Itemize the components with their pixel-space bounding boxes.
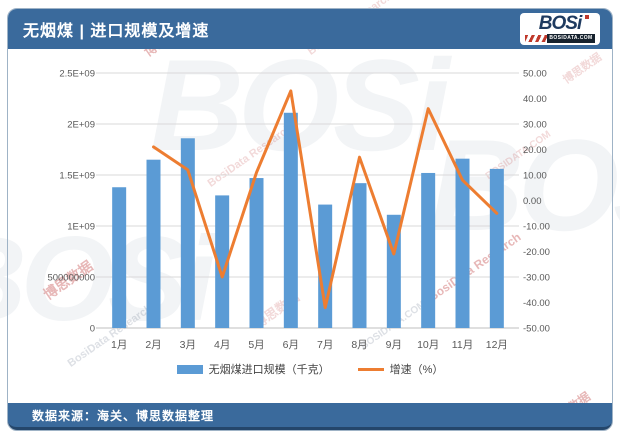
x-axis-label: 11月 — [452, 339, 473, 351]
data-source: 数据来源：海关、博思数据整理 — [32, 408, 215, 423]
x-axis-label: 2月 — [145, 339, 161, 351]
x-axis-label: 10月 — [417, 339, 439, 351]
bar-1月 — [112, 187, 127, 328]
left-axis-tick-label: 0 — [90, 324, 95, 335]
bosi-logo-bottom: BOSIDATA.COM — [525, 34, 595, 43]
left-axis-tick-label: 500000000 — [47, 273, 95, 284]
x-axis-label: 8月 — [351, 339, 367, 351]
x-axis-label: 4月 — [214, 339, 230, 351]
line-series-swatch-icon — [357, 367, 384, 371]
bar-series-swatch-icon — [176, 364, 203, 374]
bar-4月 — [215, 195, 230, 328]
left-axis-tick-label: 1.5E+09 — [59, 171, 95, 182]
bar-12月 — [489, 168, 504, 328]
bosi-logo-stripes-icon — [525, 35, 547, 42]
right-axis-tick-label: 50.00 — [523, 69, 547, 80]
x-axis-label: 12月 — [486, 339, 508, 351]
bar-2月 — [146, 159, 161, 328]
bar-6月 — [283, 112, 298, 328]
footer-bar: 数据来源：海关、博思数据整理 — [8, 403, 612, 430]
x-axis-label: 9月 — [386, 339, 402, 351]
right-axis-tick-label: 40.00 — [523, 94, 547, 105]
legend-label-bar: 无烟煤进口规模（千克） — [208, 364, 330, 376]
bosi-logo-site: BOSIDATA.COM — [547, 34, 595, 43]
x-axis-label: 1月 — [111, 339, 127, 351]
left-axis-tick-label: 2E+09 — [67, 120, 95, 131]
page-title: 无烟煤 | 进口规模及增速 — [23, 23, 210, 40]
right-axis-tick-label: 10.00 — [523, 171, 547, 182]
combo-chart: 2.5E+09 2E+09 1.5E+09 1E+09 500000000 0 50.00 4… — [47, 69, 550, 352]
bar-8月 — [352, 183, 367, 328]
legend-item-bar: 无烟煤进口规模（千克） — [176, 361, 330, 377]
left-axis-tick-label: 2.5E+09 — [59, 69, 95, 80]
bosi-logo-dot-icon — [585, 15, 589, 19]
x-axis-label: 5月 — [248, 339, 264, 351]
bar-5月 — [249, 178, 264, 328]
right-axis-tick-label: 0.00 — [523, 196, 542, 207]
bar-7月 — [318, 204, 333, 328]
right-axis-tick-label: -50.00 — [523, 324, 550, 335]
bar-10月 — [421, 172, 436, 328]
right-axis-tick-label: 30.00 — [523, 120, 547, 131]
header-bar: 无烟煤 | 进口规模及增速 BOSi BOSIDATA.COM — [8, 9, 612, 49]
x-axis-label: 7月 — [317, 339, 333, 351]
bar-11月 — [455, 158, 470, 328]
legend-label-line: 增速（%） — [389, 364, 444, 376]
x-axis-label: 6月 — [283, 339, 299, 351]
right-axis-tick-label: -30.00 — [523, 273, 550, 284]
right-axis-tick-label: -20.00 — [523, 247, 550, 258]
right-axis-tick-label: 20.00 — [523, 145, 547, 156]
x-axis-label: 3月 — [180, 339, 196, 351]
bosi-logo-text: BOSi — [538, 13, 582, 34]
right-axis-tick-label: -10.00 — [523, 222, 550, 233]
chart-legend: 无烟煤进口规模（千克） 增速（%） — [8, 361, 612, 377]
chart-area: 2.5E+09 2E+09 1.5E+09 1E+09 500000000 0 50.00 4… — [8, 49, 612, 403]
growth-line — [152, 89, 499, 310]
legend-item-line: 增速（%） — [357, 361, 444, 377]
report-card: 无烟煤 | 进口规模及增速 BOSi BOSIDATA.COM 2.5E+09 2… — [7, 8, 613, 431]
right-axis-tick-label: -40.00 — [523, 298, 550, 309]
left-axis-tick-label: 1E+09 — [67, 222, 95, 233]
bosi-logo: BOSi BOSIDATA.COM — [520, 13, 600, 45]
